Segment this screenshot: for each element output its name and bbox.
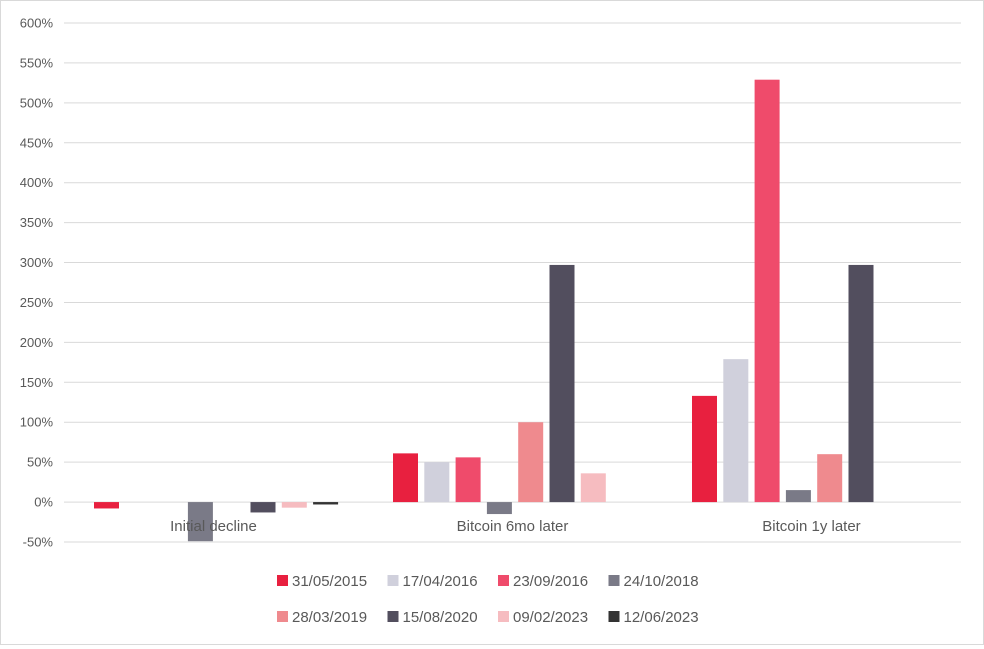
legend-swatch <box>387 611 399 622</box>
y-tick-label: 450% <box>20 135 54 150</box>
bar <box>94 502 119 509</box>
y-tick-label: 400% <box>20 175 54 190</box>
y-tick-label: 250% <box>20 295 54 310</box>
bar <box>817 454 843 503</box>
bar <box>785 490 811 503</box>
y-tick-label: 50% <box>27 455 53 470</box>
bar <box>518 422 544 503</box>
legend-swatch <box>608 575 620 586</box>
bar <box>250 502 276 513</box>
legend-swatch <box>608 611 620 622</box>
bar <box>486 502 512 515</box>
y-tick-label: 100% <box>20 415 54 430</box>
legend-swatch <box>277 575 288 586</box>
y-tick-label: 200% <box>20 335 54 350</box>
y-tick-label: 600% <box>20 16 54 31</box>
legend-label: 28/03/2019 <box>292 609 367 626</box>
bar <box>723 359 749 503</box>
x-category-label: Initial decline <box>170 518 257 535</box>
legend-label: 31/05/2015 <box>292 573 367 590</box>
bar <box>848 264 874 503</box>
x-category-label: Bitcoin 1y later <box>762 518 860 535</box>
bar <box>692 395 717 503</box>
legend-swatch <box>498 575 509 586</box>
bar <box>313 502 339 505</box>
bar <box>424 462 450 503</box>
legend-label: 23/09/2016 <box>513 573 588 590</box>
bar <box>580 473 606 503</box>
bar <box>455 457 481 503</box>
legend-label: 15/08/2020 <box>403 609 478 626</box>
legend-swatch <box>387 575 399 586</box>
y-tick-label: -50% <box>23 535 54 550</box>
y-tick-label: 150% <box>20 375 54 390</box>
bar <box>187 502 213 542</box>
legend-label: 24/10/2018 <box>624 573 699 590</box>
y-tick-label: 550% <box>20 55 54 70</box>
y-tick-label: 0% <box>34 495 53 510</box>
y-tick-label: 500% <box>20 95 54 110</box>
y-tick-label: 300% <box>20 255 54 270</box>
x-category-label: Bitcoin 6mo later <box>457 518 569 535</box>
bar <box>754 79 780 503</box>
legend-label: 09/02/2023 <box>513 609 588 626</box>
legend-label: 12/06/2023 <box>624 609 699 626</box>
legend-label: 17/04/2016 <box>403 573 478 590</box>
bar <box>281 502 307 508</box>
bar <box>393 453 418 503</box>
bar <box>549 264 575 503</box>
legend-swatch <box>277 611 288 622</box>
y-tick-label: 350% <box>20 215 54 230</box>
legend-swatch <box>498 611 509 622</box>
